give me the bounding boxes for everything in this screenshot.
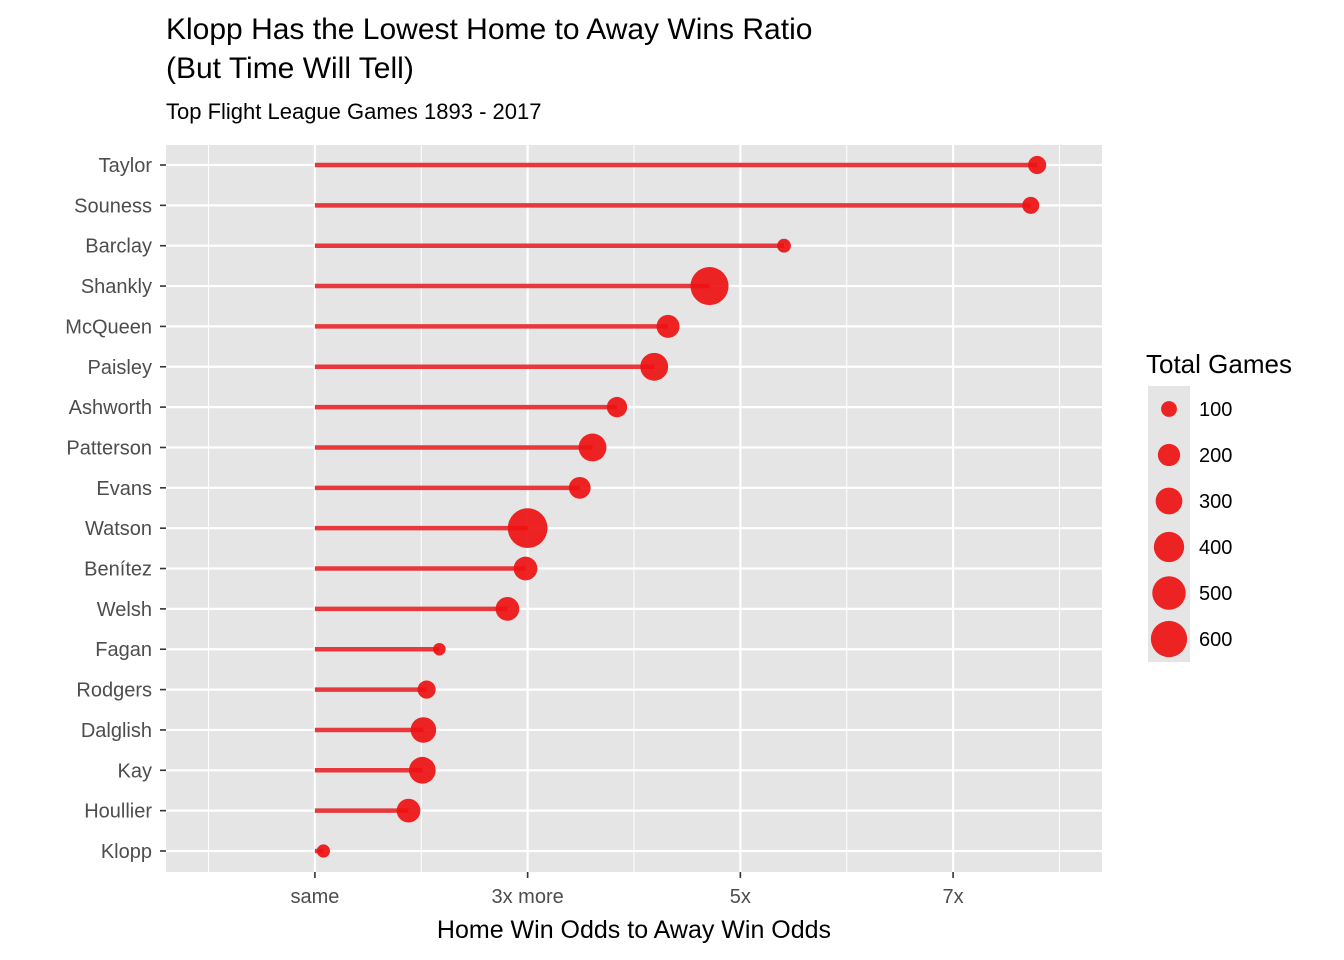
- legend-key-point: [1150, 620, 1188, 658]
- legend-label: 600: [1199, 629, 1232, 651]
- legend-label: 200: [1199, 445, 1232, 467]
- x-axis-title: Home Win Odds to Away Win Odds: [437, 916, 831, 944]
- lollipop-point: [690, 267, 729, 306]
- lollipop-stems: [314, 162, 1038, 854]
- chart-subtitle: Top Flight League Games 1893 - 2017: [166, 99, 541, 124]
- y-tick-label: Fagan: [95, 639, 152, 661]
- lollipop-point: [606, 396, 628, 418]
- x-tick-label: same: [290, 886, 339, 908]
- lollipop-point: [1028, 155, 1047, 175]
- y-tick-label: Ashworth: [69, 397, 152, 419]
- y-tick-label: Rodgers: [76, 680, 152, 702]
- minor-gridlines: [208, 145, 1060, 872]
- y-tick-label: Paisley: [88, 357, 152, 379]
- lollipop-point: [777, 238, 791, 253]
- legend-key-point: [1155, 487, 1183, 515]
- legend-key-point: [1152, 576, 1186, 610]
- y-tick-label: Shankly: [81, 276, 152, 298]
- y-tick-label: McQueen: [65, 316, 152, 338]
- y-tick-label: Patterson: [66, 437, 152, 459]
- lollipop-point: [433, 642, 446, 656]
- lollipop-point: [396, 798, 421, 823]
- y-tick-label: Klopp: [101, 841, 152, 863]
- x-tick-label: 5x: [730, 886, 751, 908]
- chart-title-line2: (But Time Will Tell): [166, 52, 414, 85]
- legend-label: 100: [1199, 399, 1232, 421]
- lollipop-point: [507, 508, 548, 549]
- y-tick-label: Taylor: [99, 155, 153, 177]
- size-legend: Total Games 100 200 300 400 500 600: [1146, 349, 1292, 662]
- lollipop-point: [410, 717, 437, 743]
- y-tick-label: Dalglish: [81, 720, 152, 742]
- lollipop-point: [656, 314, 680, 338]
- lollipop-point: [513, 556, 538, 581]
- lollipop-point: [316, 844, 331, 858]
- x-tick-label: 3x more: [492, 886, 564, 908]
- x-tick-label: 7x: [943, 886, 964, 908]
- legend-key-point: [1153, 531, 1185, 563]
- y-tick-label: Watson: [85, 518, 152, 540]
- lollipop-point: [578, 433, 607, 462]
- legend-label: 500: [1199, 583, 1232, 605]
- y-axis: Taylor Souness Barclay Shankly McQueen Paisle…: [65, 155, 166, 863]
- y-tick-label: Welsh: [97, 599, 152, 621]
- legend-label: 300: [1199, 491, 1232, 513]
- lollipop-point: [417, 680, 436, 699]
- lollipop-point: [1022, 196, 1040, 214]
- y-tick-label: Houllier: [84, 801, 152, 823]
- y-tick-label: Benítez: [84, 559, 152, 581]
- y-tick-label: Evans: [96, 478, 152, 500]
- lollipop-point: [495, 597, 520, 621]
- lollipop-point: [640, 352, 669, 381]
- legend-title: Total Games: [1146, 349, 1292, 379]
- legend-label: 400: [1199, 537, 1232, 559]
- y-tick-label: Kay: [118, 760, 152, 782]
- x-axis: same 3x more 5x 7x: [290, 872, 964, 908]
- legend-key-point: [1161, 401, 1177, 417]
- lollipop-points: [316, 155, 1047, 858]
- y-tick-label: Souness: [74, 195, 152, 217]
- lollipop-point: [408, 756, 436, 784]
- lollipop-point: [568, 476, 591, 499]
- y-tick-label: Barclay: [85, 236, 152, 258]
- legend-key-point: [1157, 443, 1181, 467]
- chart-title: Klopp Has the Lowest Home to Away Wins R…: [166, 13, 812, 46]
